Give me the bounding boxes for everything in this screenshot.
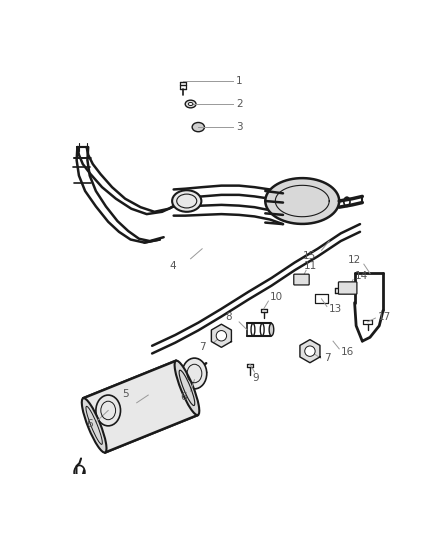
Ellipse shape xyxy=(82,398,106,453)
Text: 3: 3 xyxy=(236,122,243,132)
Text: 5: 5 xyxy=(122,389,129,399)
Text: 10: 10 xyxy=(270,292,283,302)
Text: 7: 7 xyxy=(324,353,330,363)
Text: 1: 1 xyxy=(236,76,243,86)
Text: 15: 15 xyxy=(303,252,316,262)
Text: 17: 17 xyxy=(378,311,391,321)
Text: 2: 2 xyxy=(236,99,243,109)
Ellipse shape xyxy=(172,190,201,212)
FancyBboxPatch shape xyxy=(339,282,357,294)
Ellipse shape xyxy=(175,361,199,415)
Polygon shape xyxy=(83,361,198,453)
FancyBboxPatch shape xyxy=(294,274,309,285)
Text: 11: 11 xyxy=(304,261,317,271)
Text: 6: 6 xyxy=(180,392,187,401)
Circle shape xyxy=(305,346,315,357)
Text: 13: 13 xyxy=(329,304,343,314)
Text: 14: 14 xyxy=(355,271,368,281)
Polygon shape xyxy=(265,178,339,224)
Ellipse shape xyxy=(182,358,207,389)
Polygon shape xyxy=(212,324,231,348)
Text: 9: 9 xyxy=(252,373,259,383)
Polygon shape xyxy=(300,340,320,363)
Ellipse shape xyxy=(192,123,205,132)
Text: 6: 6 xyxy=(86,419,93,429)
Ellipse shape xyxy=(96,395,120,426)
Ellipse shape xyxy=(188,102,193,106)
Text: 16: 16 xyxy=(341,347,354,357)
Ellipse shape xyxy=(185,100,196,108)
Circle shape xyxy=(216,330,226,341)
Ellipse shape xyxy=(269,324,274,336)
Text: 12: 12 xyxy=(347,255,361,265)
Text: 7: 7 xyxy=(199,342,206,352)
Text: 4: 4 xyxy=(170,261,177,271)
Text: 8: 8 xyxy=(225,311,231,321)
